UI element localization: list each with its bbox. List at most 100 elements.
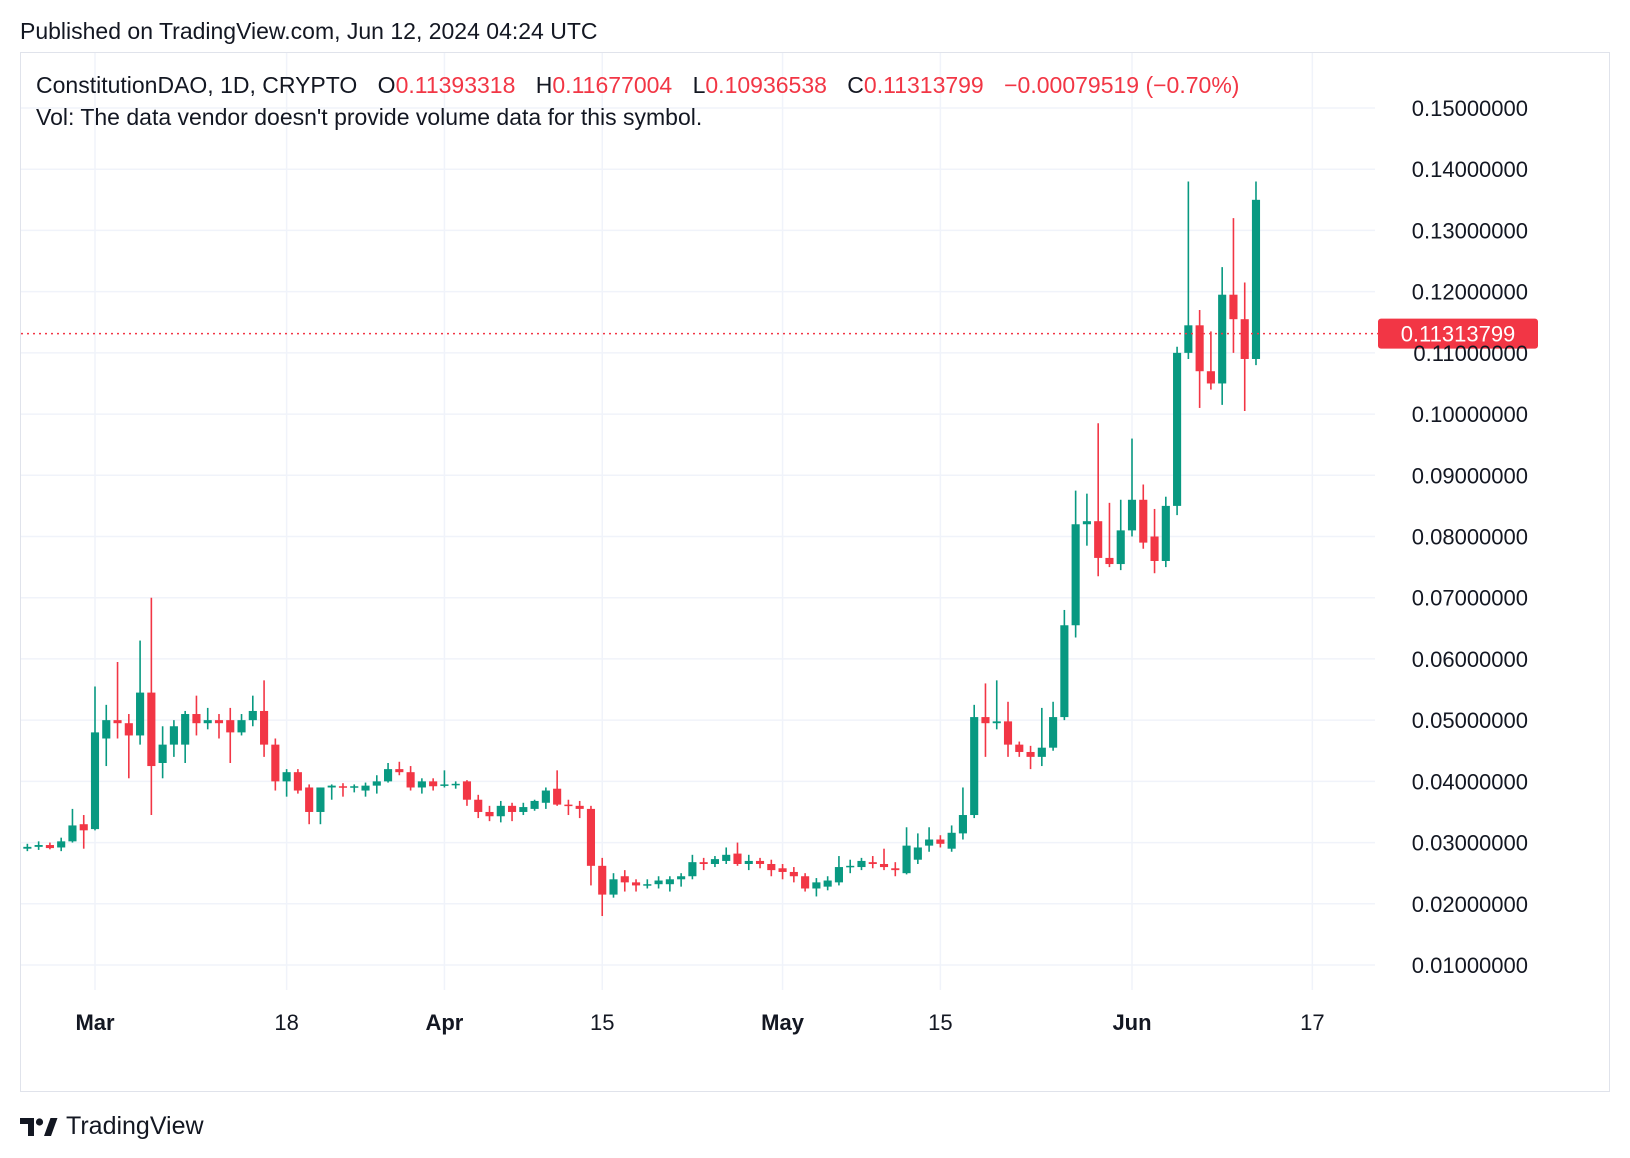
candle-down xyxy=(733,842,742,866)
candle-body xyxy=(136,692,145,736)
candle-body xyxy=(1049,717,1058,748)
candle-up xyxy=(710,856,720,868)
candle-body xyxy=(846,865,855,868)
candle-up xyxy=(361,782,370,797)
candle-up xyxy=(665,876,674,892)
candle-down xyxy=(755,857,765,869)
price-tick-label: 0.13000000 xyxy=(1412,218,1528,243)
candle-up xyxy=(57,837,66,852)
candle-body xyxy=(372,781,381,786)
candle-down xyxy=(631,879,641,892)
candle-body xyxy=(722,854,731,861)
candle-body xyxy=(305,787,314,812)
candle-down xyxy=(1026,745,1035,770)
candle-body xyxy=(1195,325,1204,372)
candle-down xyxy=(801,873,810,892)
grid-lines xyxy=(21,53,1375,990)
candle-body xyxy=(417,781,426,788)
candle-body xyxy=(485,811,494,817)
candle-body xyxy=(519,807,528,812)
candle-body xyxy=(395,769,404,773)
candle-body xyxy=(767,863,776,871)
candle-up xyxy=(1218,267,1227,405)
candle-down xyxy=(981,683,990,757)
candle-body xyxy=(282,772,291,782)
candle-up xyxy=(1060,609,1069,721)
candle-down xyxy=(474,794,483,819)
candle-up xyxy=(846,859,855,874)
candle-down xyxy=(767,859,776,877)
candle-up xyxy=(417,778,426,794)
candle-up xyxy=(136,640,145,745)
high-value: 0.11677004 xyxy=(552,72,673,98)
candle-down xyxy=(214,714,224,739)
candle-body xyxy=(1026,751,1035,757)
candle-down xyxy=(338,783,348,797)
time-tick-label: 17 xyxy=(1300,1010,1324,1035)
candle-body xyxy=(1173,352,1182,506)
last-price-label: 0.11313799 xyxy=(1401,322,1516,347)
candle-down xyxy=(699,857,708,871)
low-key: L xyxy=(692,72,706,98)
tradingview-brand[interactable]: TradingView xyxy=(20,1112,204,1141)
candle-up xyxy=(609,873,618,898)
candle-down xyxy=(485,805,494,822)
candle-body xyxy=(1184,325,1193,353)
candle-body xyxy=(891,868,900,871)
candle-down xyxy=(113,661,122,739)
candle-down xyxy=(586,805,596,886)
candle-up xyxy=(744,854,753,871)
candle-body xyxy=(1127,499,1137,531)
candle-up xyxy=(384,762,393,783)
candle-up xyxy=(1049,701,1058,751)
price-tick-label: 0.04000000 xyxy=(1412,769,1528,794)
candle-body xyxy=(1161,505,1170,561)
candle-body xyxy=(654,880,663,885)
candle-body xyxy=(192,714,201,724)
candle-down xyxy=(429,778,438,791)
candle-body xyxy=(214,720,224,724)
candle-body xyxy=(879,863,889,868)
candle-body xyxy=(699,862,708,864)
candle-body xyxy=(248,710,257,721)
candle-up xyxy=(203,707,212,730)
candle-body xyxy=(1251,199,1261,359)
candle-body xyxy=(406,772,415,788)
candle-body xyxy=(1139,499,1148,543)
candle-down xyxy=(936,835,945,848)
candle-body xyxy=(857,860,866,868)
candle-body xyxy=(124,723,133,736)
time-tick-label: Apr xyxy=(425,1010,463,1035)
candle-body xyxy=(429,781,438,787)
candle-body xyxy=(90,732,100,830)
candle-body xyxy=(113,720,122,724)
candle-body xyxy=(68,825,77,842)
tradingview-logo-icon xyxy=(20,1117,58,1136)
close-key: C xyxy=(847,72,864,98)
time-tick-label: 15 xyxy=(590,1010,614,1035)
time-tick-label: May xyxy=(761,1010,805,1035)
candle-body xyxy=(744,860,753,864)
candle-up xyxy=(823,876,832,891)
candle-body xyxy=(992,721,1001,724)
candle-body xyxy=(868,862,877,864)
price-tick-label: 0.03000000 xyxy=(1412,831,1528,856)
candle-body xyxy=(1060,625,1069,718)
time-tick-label: Jun xyxy=(1112,1010,1151,1035)
candle-body xyxy=(440,784,449,786)
candles xyxy=(23,181,1261,917)
candle-body xyxy=(631,882,641,886)
candle-body xyxy=(609,879,618,895)
candle-up xyxy=(992,680,1001,730)
candle-down xyxy=(1150,508,1159,574)
candle-down xyxy=(45,842,54,850)
candle-body xyxy=(970,717,979,816)
candle-up xyxy=(248,695,257,727)
price-tick-label: 0.14000000 xyxy=(1412,157,1528,182)
candle-body xyxy=(688,862,697,877)
last-price-line: 0.11313799 xyxy=(21,318,1538,349)
candle-body xyxy=(913,847,922,860)
candle-body xyxy=(755,860,765,864)
candle-down xyxy=(1240,282,1249,412)
